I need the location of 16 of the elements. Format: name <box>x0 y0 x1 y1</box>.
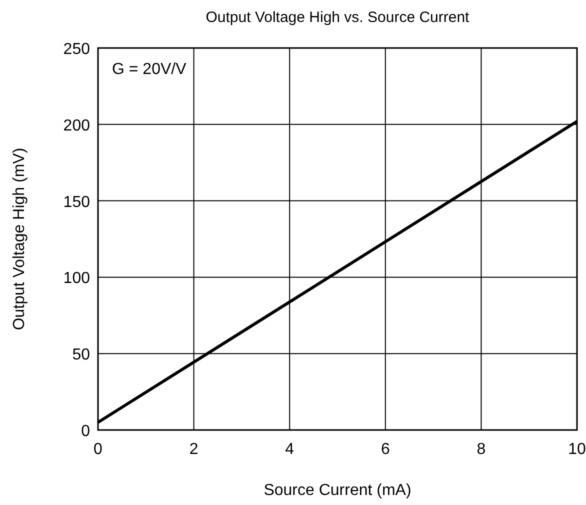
y-tick-label: 0 <box>81 423 90 440</box>
y-tick-label: 100 <box>63 270 90 288</box>
annotation: G = 20V/V <box>112 61 187 78</box>
x-tick-label: 0 <box>94 441 103 458</box>
y-tick-label: 200 <box>63 117 90 134</box>
y-tick-label: 250 <box>63 41 90 58</box>
y-tick-label: 150 <box>63 194 90 211</box>
x-axis-title: Source Current (mA) <box>264 482 412 499</box>
x-tick-label: 10 <box>568 441 586 458</box>
y-tick-label: 50 <box>72 346 90 364</box>
x-tick-label: 6 <box>380 441 390 458</box>
y-axis-title: Output Voltage High (mV) <box>11 148 28 330</box>
x-tick-label: 2 <box>189 441 198 458</box>
chart-title: Output Voltage High vs. Source Current <box>206 9 470 26</box>
x-tick-label: 4 <box>285 441 294 458</box>
x-tick-label: 8 <box>476 441 486 458</box>
